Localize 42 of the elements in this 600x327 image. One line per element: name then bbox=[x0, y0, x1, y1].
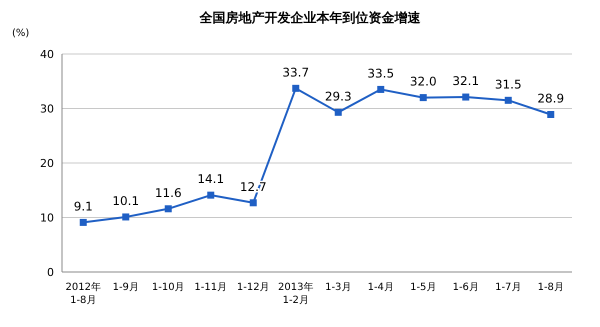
point bbox=[292, 84, 300, 92]
point bbox=[377, 86, 384, 93]
point bbox=[122, 213, 130, 220]
x-tick-label: 1-5月 bbox=[410, 282, 436, 293]
data-label: 32.0 bbox=[410, 74, 437, 89]
data-label: 9.1 bbox=[74, 199, 93, 214]
y-tick-label: 40 bbox=[40, 48, 54, 61]
x-tick-label: 1-7月 bbox=[495, 282, 522, 293]
x-tick-label: 2012年 1-8月 bbox=[66, 281, 101, 306]
data-label: 10.1 bbox=[112, 194, 140, 208]
x-tick-label: 1-9月 bbox=[112, 282, 139, 293]
y-axis-title: (%) bbox=[12, 28, 30, 39]
data-label: 33.5 bbox=[367, 66, 394, 80]
y-tick-label: 10 bbox=[40, 212, 54, 224]
point bbox=[207, 192, 214, 199]
x-tick-label: 1-6月 bbox=[452, 282, 479, 293]
point bbox=[334, 108, 342, 116]
y-tick-label: 30 bbox=[40, 102, 54, 116]
data-label: 28.9 bbox=[537, 91, 564, 106]
data-label: 14.1 bbox=[197, 172, 224, 186]
x-tick-label: 1-8月 bbox=[538, 282, 564, 293]
point bbox=[164, 205, 172, 212]
data-label: 29.3 bbox=[324, 89, 352, 104]
y-tick-label: 20 bbox=[40, 157, 54, 170]
chart-title: 全国房地产开发企业本年到位资金增速 bbox=[198, 10, 422, 26]
data-label: 31.5 bbox=[494, 77, 522, 92]
point bbox=[462, 94, 470, 101]
x-tick-label: 2013年 1-2月 bbox=[278, 281, 314, 306]
y-tick-label: 0 bbox=[47, 266, 54, 279]
data-label: 33.7 bbox=[282, 65, 310, 80]
point bbox=[80, 218, 87, 226]
x-tick-label: 1-12月 bbox=[236, 282, 270, 293]
x-tick-label: 1-4月 bbox=[368, 282, 394, 293]
point bbox=[420, 94, 427, 102]
point bbox=[250, 199, 257, 206]
x-tick-label: 1-10月 bbox=[152, 282, 185, 293]
x-tick-label: 1-11月 bbox=[194, 282, 228, 293]
point bbox=[504, 96, 512, 104]
data-label: 11.6 bbox=[154, 186, 182, 200]
x-tick-label: 1-3月 bbox=[325, 282, 352, 293]
data-label: 32.1 bbox=[452, 74, 480, 88]
point bbox=[547, 110, 554, 118]
